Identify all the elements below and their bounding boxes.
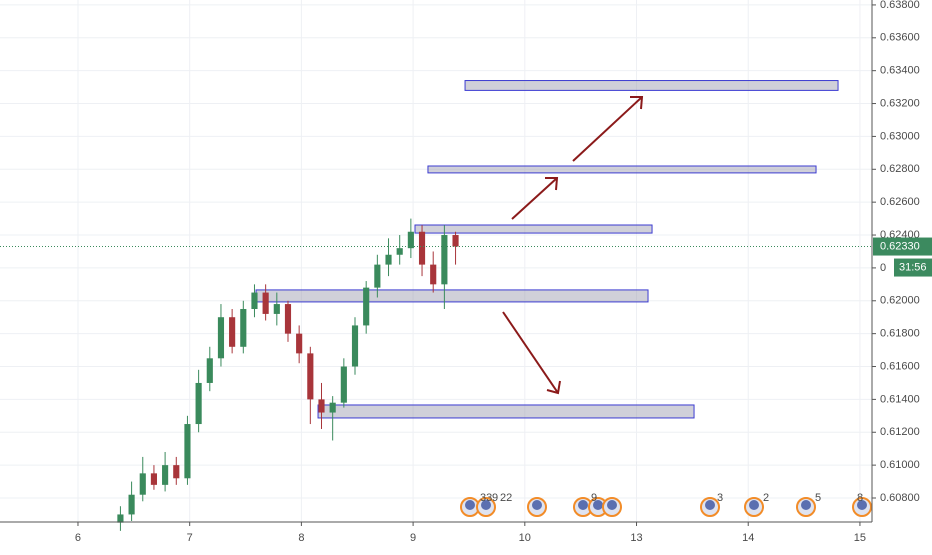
event-flag	[481, 500, 491, 510]
candle-body	[284, 304, 292, 334]
y-tick-label: 0.63000	[880, 130, 920, 142]
candle-body	[396, 248, 403, 255]
last-price-box	[873, 237, 932, 256]
arrow-head	[630, 96, 644, 110]
event-label: 33	[480, 492, 492, 504]
candle-body	[150, 473, 158, 485]
arrow-head	[546, 380, 561, 395]
y-tick-label: 0.61400	[880, 393, 920, 405]
x-tick-label: 9	[410, 532, 416, 544]
y-tick-label: 0.63200	[880, 97, 920, 109]
event-flag	[801, 500, 811, 510]
candle-body	[374, 264, 381, 288]
candle-body	[329, 402, 336, 413]
y-tick-label: 0.63800	[880, 0, 920, 11]
arrow	[502, 311, 559, 394]
x-tick-label: 7	[187, 532, 193, 544]
event-label: 3	[717, 492, 723, 504]
candles	[117, 218, 459, 531]
candle-body	[139, 473, 146, 495]
event-flag	[607, 500, 617, 510]
arrows	[502, 96, 644, 395]
candle-body	[418, 231, 426, 265]
candle-body	[307, 353, 314, 400]
y-tick-label: 0.63400	[880, 65, 920, 77]
arrow-head	[545, 177, 559, 191]
y-tick-label: 0.62600	[880, 196, 920, 208]
candle-body	[206, 358, 213, 383]
y-tick-label: 0.61000	[880, 459, 920, 471]
event-label: 9	[492, 492, 498, 504]
event-flag	[857, 500, 867, 510]
candle-body	[407, 231, 414, 249]
candle-body	[262, 292, 269, 314]
y-tick-label: 0	[880, 262, 886, 274]
candle-body	[184, 424, 191, 479]
candle-body	[128, 494, 135, 515]
event-label: 5	[815, 492, 821, 504]
candle-body	[385, 254, 392, 265]
x-tick-label: 15	[854, 532, 866, 544]
arrow	[572, 96, 643, 162]
candle-body	[430, 264, 437, 285]
y-tick-label: 0.62800	[880, 163, 920, 175]
zone	[317, 404, 695, 419]
y-tick-label: 0.63600	[880, 32, 920, 44]
zones	[255, 80, 839, 419]
candle-body	[296, 333, 303, 354]
event-label: 9	[591, 492, 597, 504]
x-tick-label: 13	[630, 532, 642, 544]
event-label: 22	[500, 492, 512, 504]
candle-body	[351, 325, 359, 367]
grid	[0, 0, 872, 522]
y-tick-label: 0.61200	[880, 426, 920, 438]
candle-body	[363, 287, 370, 326]
events: 33 9 22 9 3 2 5 8	[460, 492, 872, 517]
event-flag	[749, 500, 759, 510]
candle-body	[240, 308, 247, 347]
event-flag	[578, 500, 588, 510]
candle-body	[162, 465, 169, 485]
candle-body	[251, 292, 258, 309]
y-tick-label: 0.60800	[880, 492, 920, 504]
countdown-box	[894, 258, 932, 277]
x-tick-label: 8	[298, 532, 304, 544]
candle-body	[441, 235, 448, 285]
countdown: 31:56	[899, 261, 927, 273]
zone	[427, 165, 817, 174]
candle-body	[195, 382, 202, 425]
x-tick-label: 6	[75, 532, 81, 544]
candle-body	[173, 465, 180, 479]
candle-body	[217, 317, 225, 359]
event-label: 8	[857, 492, 863, 504]
y-tick-label: 0.62000	[880, 295, 920, 307]
candle-body	[318, 399, 325, 413]
candle-body	[273, 304, 280, 314]
event-flag	[532, 500, 542, 510]
event-flag	[593, 500, 603, 510]
candle-body	[117, 514, 124, 523]
candle-body	[229, 317, 236, 347]
y-tick-label: 0.61600	[880, 360, 920, 372]
event-flag	[705, 500, 715, 510]
y-tick-label: 0.61800	[880, 328, 920, 340]
last-price-label: 0.62330	[880, 240, 920, 252]
x-tick-label: 10	[519, 532, 531, 544]
candle-body	[340, 366, 347, 403]
candle-body	[452, 235, 459, 247]
zone	[255, 289, 649, 303]
arrow	[511, 177, 558, 220]
zone	[414, 224, 653, 234]
zone	[464, 80, 839, 91]
event-label: 2	[763, 492, 769, 504]
event-flag	[465, 500, 475, 510]
x-tick-label: 14	[742, 532, 754, 544]
